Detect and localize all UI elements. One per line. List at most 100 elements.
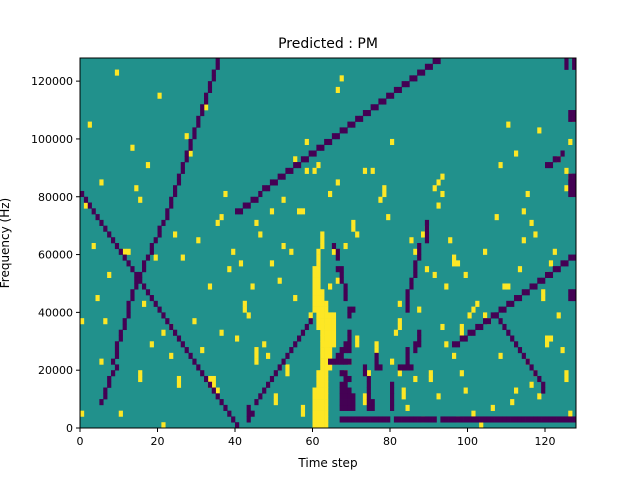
heatmap-cell-low [343, 358, 348, 365]
heatmap-cell-high [254, 347, 259, 354]
heatmap-cell-high [223, 190, 228, 198]
plot-area [79, 57, 577, 429]
heatmap-cell-high [331, 323, 337, 331]
heatmap-cell-high [409, 237, 414, 244]
heatmap-cell-low [374, 104, 379, 111]
heatmap-cell-low [413, 271, 418, 278]
heatmap-cell-high [479, 422, 484, 429]
heatmap-cell-low [258, 393, 263, 400]
heatmap-cell-high [149, 341, 154, 348]
heatmap-cell-high [161, 422, 166, 429]
heatmap-cell-low [258, 190, 263, 198]
heatmap-cell-high [312, 289, 317, 296]
heatmap-cell-low [386, 92, 391, 99]
heatmap-cell-high [320, 289, 325, 296]
heatmap-cell-low [370, 404, 375, 411]
heatmap-cell-low [157, 225, 162, 232]
heatmap-cell-low [343, 399, 348, 406]
heatmap-cell-low [207, 381, 213, 388]
heatmap-cell-high [331, 329, 337, 336]
heatmap-cell-high [444, 283, 449, 290]
heatmap-cell-low [184, 347, 189, 354]
heatmap-cell-low [145, 254, 151, 261]
heatmap-cell-low [428, 416, 433, 423]
heatmap-cell-low [424, 63, 430, 70]
x-tick-label: 0 [77, 435, 84, 448]
heatmap-cell-low [138, 271, 143, 278]
heatmap-cell-high [138, 196, 143, 203]
heatmap-cell-low [525, 289, 530, 296]
heatmap-cell-high [545, 335, 550, 342]
heatmap-cell-high [312, 277, 317, 284]
heatmap-cell-high [312, 266, 317, 273]
heatmap-cell-high [200, 347, 205, 354]
heatmap-cell-low [339, 399, 344, 406]
heatmap-cell-low [521, 352, 526, 359]
heatmap-cell-low [343, 347, 348, 354]
x-tick-label: 100 [457, 435, 478, 448]
heatmap-cell-low [145, 289, 151, 296]
heatmap-cell-high [545, 341, 550, 348]
heatmap-cell-high [537, 127, 542, 134]
heatmap-cell-low [111, 237, 116, 244]
heatmap-cell-high [114, 69, 120, 76]
heatmap-cell-low [424, 237, 430, 244]
heatmap-cell-high [421, 231, 426, 238]
heatmap-cell-low [405, 364, 410, 371]
heatmap-cell-high [312, 410, 317, 417]
heatmap-cell-high [355, 341, 360, 348]
y-tick-label: 100000 [31, 133, 73, 146]
heatmap-cell-high [87, 121, 92, 128]
heatmap-cell-high [316, 277, 321, 284]
heatmap-cell-low [362, 416, 368, 423]
heatmap-cell-low [149, 295, 154, 302]
heatmap-cell-low [541, 277, 546, 284]
heatmap-cell-low [486, 416, 492, 423]
y-tick-label: 40000 [38, 306, 73, 319]
heatmap-cell-low [173, 190, 178, 198]
heatmap-cell-low [405, 352, 410, 359]
heatmap-cell-low [331, 358, 337, 365]
heatmap-cell-high [312, 387, 317, 394]
heatmap-cell-low [370, 399, 375, 406]
heatmap-cell-high [300, 410, 306, 417]
heatmap-cell-high [103, 318, 108, 325]
heatmap-cell-low [343, 381, 348, 388]
heatmap-cell-high [374, 347, 379, 354]
heatmap-cell-high [374, 341, 379, 348]
heatmap-cell-low [405, 416, 410, 423]
heatmap-cell-high [285, 370, 290, 377]
heatmap-cell-low [506, 416, 511, 423]
heatmap-cell-low [568, 185, 573, 192]
heatmap-cell-low [455, 341, 461, 348]
heatmap-cell-low [297, 162, 302, 169]
heatmap-cell-low [111, 370, 116, 377]
heatmap-cell-low [215, 58, 220, 65]
heatmap-cell-low [366, 399, 371, 406]
heatmap-cell-high [440, 190, 445, 198]
heatmap-cell-high [397, 323, 402, 331]
heatmap-cell-high [331, 248, 337, 255]
heatmap-cell-high [122, 248, 127, 255]
heatmap-cell-low [83, 196, 89, 203]
heatmap-cell-high [266, 352, 271, 359]
heatmap-cell-low [277, 364, 282, 371]
heatmap-cell-high [498, 352, 503, 359]
heatmap-cell-low [397, 364, 402, 371]
heatmap-cell-high [564, 370, 569, 377]
heatmap-cell-high [390, 138, 395, 146]
heatmap-cell-low [537, 375, 542, 383]
heatmap-cell-low [382, 98, 387, 105]
heatmap-cell-high [142, 300, 147, 307]
heatmap-cell-low [537, 416, 542, 423]
heatmap-cell-high [316, 399, 321, 406]
heatmap-cell-low [328, 358, 333, 365]
heatmap-cell-low [87, 202, 92, 209]
heatmap-cell-high [254, 352, 259, 359]
heatmap-cell-high [227, 266, 232, 273]
heatmap-cell-low [157, 306, 162, 313]
heatmap-cell-low [347, 404, 352, 411]
heatmap-cell-low [502, 306, 507, 313]
heatmap-cell-low [366, 110, 371, 117]
heatmap-cell-high [312, 295, 317, 302]
